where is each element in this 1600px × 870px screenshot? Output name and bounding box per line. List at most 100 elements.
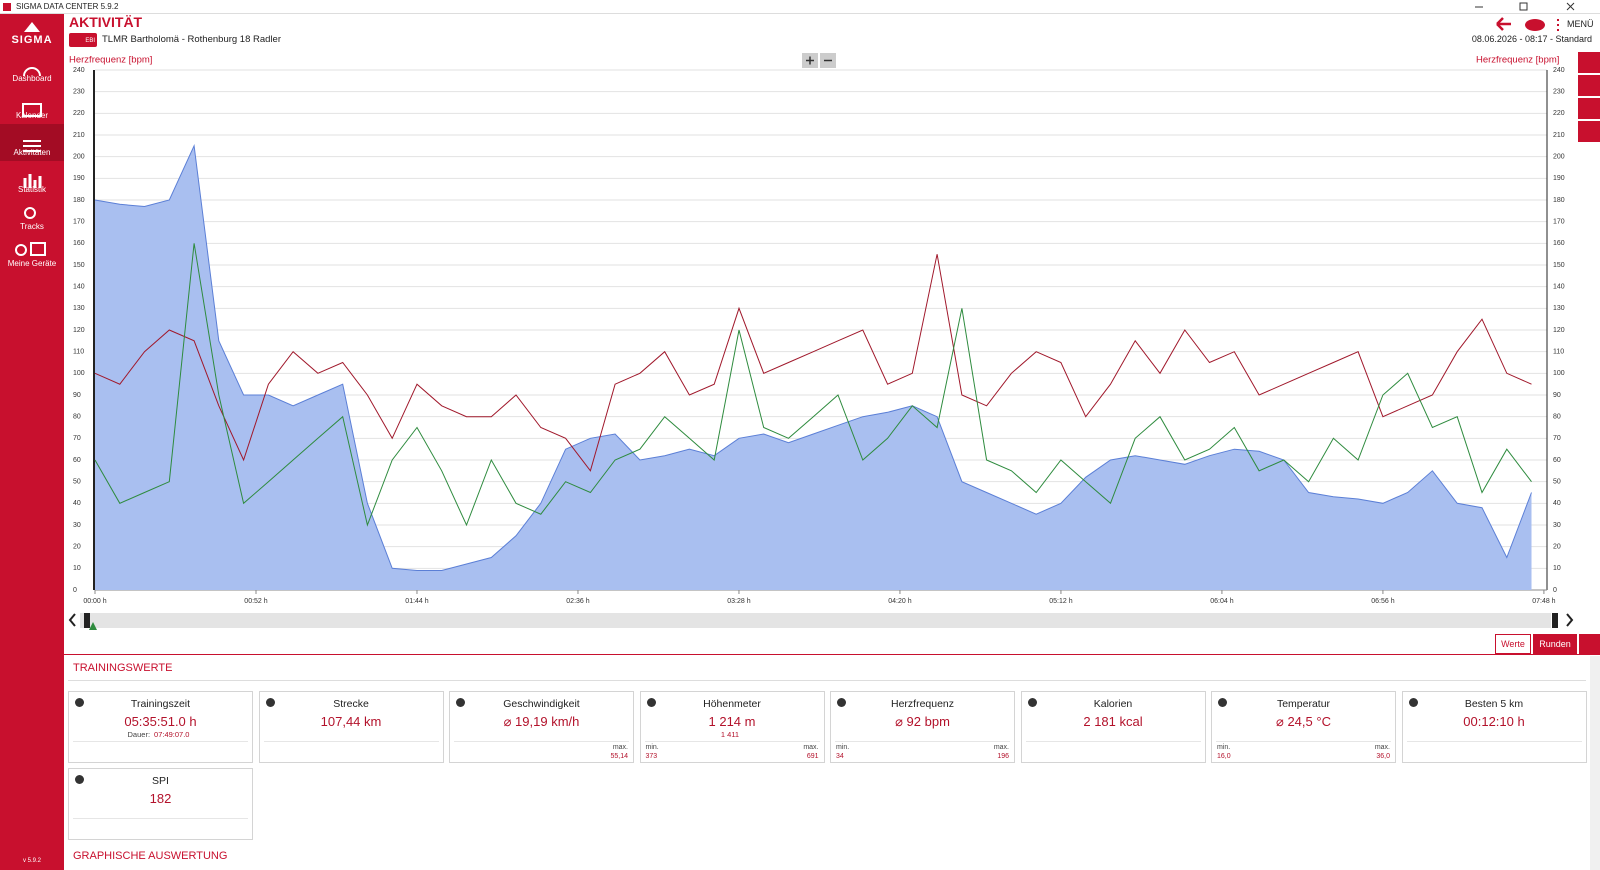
tool-button[interactable] xyxy=(1578,52,1600,73)
y-tick-label: 140 xyxy=(73,284,85,291)
card-title: Strecke xyxy=(333,698,369,710)
y-tick-label: 100 xyxy=(73,370,85,377)
card-icon xyxy=(1027,698,1037,707)
y-tick-label: 110 xyxy=(73,349,84,356)
y-tick-label: 180 xyxy=(73,197,85,204)
scrollbar[interactable] xyxy=(1590,656,1600,870)
card-divider xyxy=(835,741,1010,742)
x-tick-label: 02:36 h xyxy=(566,598,589,605)
card-icon xyxy=(456,698,465,707)
icon-device xyxy=(30,242,46,256)
y-tick-label-right: 170 xyxy=(1553,219,1565,226)
sub-value: 07:49:07.0 xyxy=(154,730,190,739)
min-value: 16,0 xyxy=(1217,753,1231,760)
x-tick-label: 06:04 h xyxy=(1210,598,1233,605)
section-line xyxy=(68,680,1586,681)
card-title: Besten 5 km xyxy=(1464,698,1524,710)
card-icon xyxy=(1408,698,1418,707)
stat-card: Geschwindigkeit ⌀ 19,19 km/h max. 55,14 xyxy=(449,691,634,763)
card-title: Kalorien xyxy=(1093,698,1133,710)
menu-button[interactable]: MENÜ xyxy=(1567,19,1594,29)
tool-button[interactable] xyxy=(1578,98,1600,119)
nav-item[interactable]: Meine Geräte xyxy=(7,259,57,268)
x-tick-label: 03:28 h xyxy=(727,598,750,605)
stat-card: Besten 5 km 00:12:10 h xyxy=(1401,691,1587,763)
nav-item[interactable]: Tracks xyxy=(20,222,44,231)
stat-card: Kalorien 2 181 kcal xyxy=(1020,691,1206,763)
card-value: ⌀ 92 bpm xyxy=(895,714,950,729)
nav-item[interactable]: Statistik xyxy=(17,185,46,194)
y-tick-label: 80 xyxy=(73,414,81,421)
card-value: 1 214 m xyxy=(708,714,756,729)
activity-name: TLMR Bartholomä - Rothenburg 18 Radler xyxy=(102,34,282,45)
y-tick-label-right: 200 xyxy=(1553,154,1565,161)
section-title: GRAPHISCHE AUSWERTUNG xyxy=(73,850,228,862)
nav-selected xyxy=(0,124,64,161)
min-value: 34 xyxy=(836,753,844,760)
range-handle[interactable] xyxy=(84,613,90,628)
x-tick-label: 00:00 h xyxy=(83,598,106,605)
card-title: Temperatur xyxy=(1276,698,1331,710)
tab[interactable]: Runden xyxy=(1533,634,1577,654)
y-tick-label: 60 xyxy=(73,457,81,464)
y-tick-label-right: 180 xyxy=(1553,197,1565,204)
max-value: 36,0 xyxy=(1376,753,1390,760)
title-bar: SIGMA DATA CENTER 5.9.2 xyxy=(0,0,1600,14)
y-tick-label: 230 xyxy=(73,89,85,96)
tab[interactable]: Werte xyxy=(1495,634,1531,654)
y-tick-label: 50 xyxy=(73,479,81,486)
position-marker xyxy=(89,622,97,630)
card-title: Geschwindigkeit xyxy=(503,698,580,710)
y-tick-label-right: 50 xyxy=(1553,479,1561,486)
x-tick-label: 05:12 h xyxy=(1049,598,1072,605)
maximize[interactable] xyxy=(1519,2,1528,11)
y-tick-label-right: 30 xyxy=(1553,522,1561,529)
nav-item[interactable]: Aktivitäten xyxy=(13,148,51,157)
y-tick-label-right: 40 xyxy=(1553,500,1561,507)
timeline-scrollbar[interactable] xyxy=(80,613,1551,628)
back-button[interactable] xyxy=(1496,17,1511,31)
icon-dashboard xyxy=(23,67,41,77)
close[interactable] xyxy=(1566,2,1575,11)
window-controls xyxy=(3,2,1575,11)
card-value: 00:12:10 h xyxy=(1463,714,1525,729)
tool-button[interactable] xyxy=(1578,121,1600,142)
sidebar: SIGMA Dashboard Kalender Aktivitäten Sta… xyxy=(0,14,64,870)
min-label: min. xyxy=(836,744,850,751)
y-tick-label: 90 xyxy=(73,392,81,399)
nav-item[interactable]: Kalender xyxy=(15,111,49,120)
y-tick-label: 30 xyxy=(73,522,81,529)
activity-meta: 08.06.2026 - 08:17 - Standard xyxy=(1471,34,1592,44)
card-divider xyxy=(644,741,820,742)
x-tick-label: 01:44 h xyxy=(405,598,428,605)
area-fill xyxy=(95,145,1532,591)
section-title: TRAININGSWERTE xyxy=(73,662,173,674)
scroll-arrows[interactable] xyxy=(68,613,1574,627)
y-tick-label-right: 110 xyxy=(1553,349,1564,356)
list-button[interactable] xyxy=(1579,634,1600,654)
stat-card: Trainingszeit 05:35:51.0 h Dauer: 07:49:07.… xyxy=(68,691,253,763)
card-divider xyxy=(263,741,439,742)
page-title: AKTIVITÄT xyxy=(69,14,143,30)
card-title: Trainingszeit xyxy=(130,698,191,710)
y-tick-label: 40 xyxy=(73,500,81,507)
card-divider xyxy=(1216,741,1391,742)
max-label: max. xyxy=(1374,744,1390,751)
y-tick-label-right: 150 xyxy=(1553,262,1565,269)
max-label: max. xyxy=(993,744,1009,751)
card-icon xyxy=(265,698,275,707)
nav-item[interactable]: Dashboard xyxy=(12,74,52,83)
range-handle[interactable] xyxy=(1552,613,1558,628)
min-label: min. xyxy=(645,744,659,751)
version: v 5.9.2 xyxy=(22,858,41,864)
y-axis-label: Herzfrequenz [bpm] xyxy=(69,55,152,66)
y-tick-label-right: 80 xyxy=(1553,414,1561,421)
max-value: 196 xyxy=(997,753,1009,760)
max-value: 691 xyxy=(806,753,819,760)
tool-button[interactable] xyxy=(1578,75,1600,96)
cloud-button[interactable] xyxy=(1525,19,1545,31)
y-tick-label-right: 160 xyxy=(1553,240,1565,247)
stat-card: Strecke 107,44 km xyxy=(258,691,444,763)
